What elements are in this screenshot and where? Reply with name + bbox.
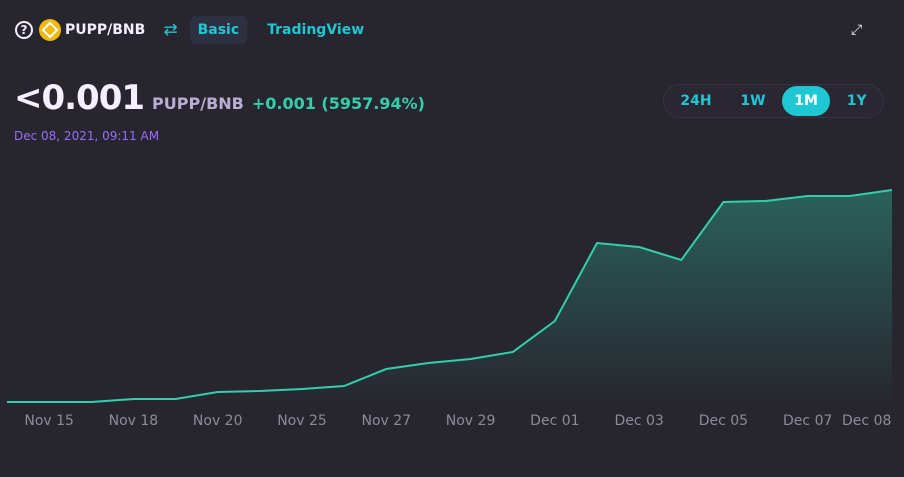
- price-date: Dec 08, 2021, 09:11 AM: [14, 129, 160, 143]
- x-tick-label: Nov 15: [24, 413, 74, 429]
- expand-icon[interactable]: ⤢: [851, 22, 863, 38]
- time-range-selector: 24H 1W 1M 1Y: [663, 84, 884, 118]
- x-tick-label: Dec 05: [699, 413, 748, 429]
- range-1y-button[interactable]: 1Y: [846, 93, 867, 109]
- price-line: [7, 189, 893, 403]
- x-tick-label: Dec 08: [842, 413, 891, 429]
- price-symbol: PUPP/BNB: [152, 94, 244, 113]
- x-tick-label: Dec 07: [783, 413, 832, 429]
- header-bar: ? PUPP/BNB ⇄ Basic TradingView: [15, 14, 372, 46]
- price-value: <0.001: [14, 78, 145, 118]
- x-tick-label: Nov 25: [277, 413, 327, 429]
- x-tick-label: Dec 03: [614, 413, 663, 429]
- help-icon[interactable]: ?: [15, 21, 33, 39]
- tab-tradingview[interactable]: TradingView: [267, 22, 365, 38]
- x-tick-label: Nov 18: [109, 413, 159, 429]
- tab-basic[interactable]: Basic: [189, 16, 248, 44]
- range-24h-button[interactable]: 24H: [680, 93, 712, 109]
- x-tick-label: Dec 01: [530, 413, 579, 429]
- x-tick-label: Nov 27: [361, 413, 411, 429]
- bnb-token-icon: [39, 19, 61, 41]
- price-summary: <0.001 PUPP/BNB +0.001 (5957.94%): [14, 78, 425, 118]
- x-tick-label: Nov 20: [193, 413, 243, 429]
- chart-area: [7, 190, 892, 405]
- x-tick-label: Nov 29: [446, 413, 496, 429]
- range-1w-button[interactable]: 1W: [740, 93, 766, 109]
- swap-pair-icon[interactable]: ⇄: [163, 20, 178, 40]
- range-1m-button[interactable]: 1M: [782, 86, 830, 116]
- pair-label: PUPP/BNB: [65, 22, 146, 38]
- price-change: +0.001 (5957.94%): [251, 94, 425, 113]
